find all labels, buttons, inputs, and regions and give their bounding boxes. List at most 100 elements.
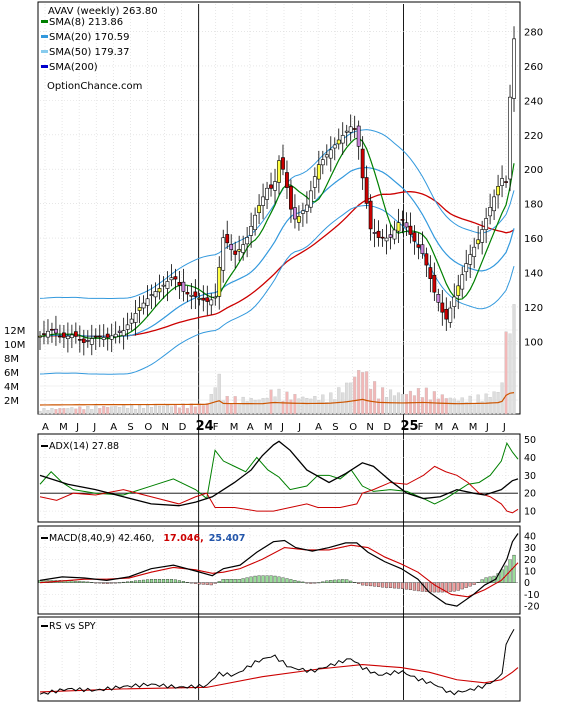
volume-bar — [468, 395, 472, 415]
volume-bar — [452, 398, 456, 415]
candle-body — [328, 149, 333, 159]
macd-histogram-bar — [86, 581, 90, 583]
macd-histogram-bar — [313, 582, 317, 584]
volume-bar — [269, 389, 273, 415]
candle-body — [117, 330, 122, 333]
x-axis-month-label: J — [502, 422, 506, 433]
macd-histogram-bar — [122, 581, 126, 583]
candle-body — [392, 229, 397, 240]
macd-histogram-bar — [456, 582, 460, 591]
volume-bar — [177, 407, 181, 415]
macd-tick-label: -10 — [524, 590, 540, 601]
candle-body — [364, 177, 369, 204]
candle-body — [416, 244, 421, 248]
volume-bar — [169, 406, 174, 415]
volume-bar — [265, 397, 269, 415]
volume-bar — [46, 410, 50, 415]
macd-histogram-bar — [317, 582, 321, 584]
volume-bar — [504, 331, 508, 415]
candle-body — [388, 234, 393, 238]
price-tick-label: 160 — [524, 234, 543, 245]
volume-bar — [149, 407, 154, 415]
candle-body — [249, 225, 254, 236]
volume-bar — [420, 397, 424, 415]
volume-bar — [185, 407, 189, 415]
volume-bar — [237, 403, 241, 415]
volume-bar — [213, 387, 217, 415]
macd-histogram-bar — [381, 582, 385, 588]
macd-histogram-bar — [460, 582, 464, 590]
candle-body — [141, 302, 146, 309]
macd-histogram-bar — [94, 582, 98, 584]
candle-body — [257, 205, 261, 213]
candle-body — [241, 244, 246, 253]
macd-histogram-bar — [197, 582, 201, 585]
macd-histogram-bar — [201, 582, 205, 585]
price-tick-label: 140 — [524, 269, 543, 280]
candle-body — [316, 164, 321, 180]
macd-histogram-bar — [229, 579, 233, 583]
macd-histogram-bar — [396, 582, 401, 589]
macd-histogram-bar — [153, 579, 158, 583]
volume-bar — [325, 402, 329, 415]
candle-body — [177, 281, 182, 286]
candle-body — [125, 324, 130, 330]
macd-histogram-bar — [205, 582, 209, 585]
candle-body — [285, 172, 289, 188]
candle-body — [400, 219, 405, 221]
volume-bar — [309, 398, 313, 415]
volume-bar — [377, 398, 381, 415]
x-axis-month-label: S — [332, 422, 338, 433]
macd-histogram-bar — [305, 582, 309, 584]
volume-tick-label: 10M — [4, 340, 25, 351]
x-axis-labels: A M J J A S O N D 24F M A M J J A S O N D 25F M A M J J — [42, 419, 506, 434]
volume-bar — [157, 405, 162, 415]
candle-body — [253, 214, 258, 231]
volume-bar — [460, 397, 464, 415]
volume-bar — [173, 404, 177, 415]
price-tick-label: 240 — [524, 96, 543, 107]
candle-body — [261, 196, 265, 206]
macd-histogram-bar — [189, 582, 193, 584]
macd-histogram-bar — [118, 582, 122, 584]
candle-body — [312, 176, 317, 188]
volume-bar — [384, 397, 389, 415]
legend-label: SMA(20) 170.59 — [49, 32, 130, 43]
candle-body — [308, 190, 313, 208]
candle-body — [54, 328, 58, 334]
candle-body — [320, 159, 325, 166]
macd-histogram-bar — [452, 582, 456, 592]
volume-bar — [50, 408, 54, 415]
macd-tick-label: 20 — [524, 555, 536, 566]
macd-histogram-bar — [181, 581, 185, 583]
price-tick-label: 120 — [524, 303, 543, 314]
x-axis-month-label: D — [383, 422, 391, 433]
macd-histogram-bar — [126, 581, 130, 583]
macd-histogram-bar — [253, 575, 257, 583]
macd-histogram-bar — [209, 582, 213, 586]
volume-bar — [233, 396, 237, 415]
volume-bars — [38, 304, 516, 415]
adx-tick-label: 40 — [524, 453, 536, 464]
x-axis-month-label: J — [280, 422, 284, 433]
candle-body — [484, 218, 489, 230]
volume-bar — [365, 371, 369, 415]
volume-bar — [361, 372, 365, 415]
macd-histogram-bar — [82, 581, 86, 583]
candle-body — [376, 230, 381, 238]
macd-histogram-bar — [106, 582, 110, 584]
candle-body — [492, 196, 497, 212]
macd-hist-value: 25.407 — [209, 533, 246, 544]
volume-bar — [341, 392, 345, 415]
candle-body — [161, 284, 166, 287]
candle-body — [324, 154, 329, 158]
macd-histogram-bar — [500, 569, 504, 583]
macd-histogram-bar — [102, 582, 106, 584]
candle-body — [225, 234, 230, 244]
macd-histogram-bar — [74, 580, 78, 583]
macd-histogram-bar — [237, 579, 241, 583]
volume-bar — [257, 399, 261, 415]
volume-bar — [416, 388, 420, 415]
volume-bar — [273, 396, 277, 415]
